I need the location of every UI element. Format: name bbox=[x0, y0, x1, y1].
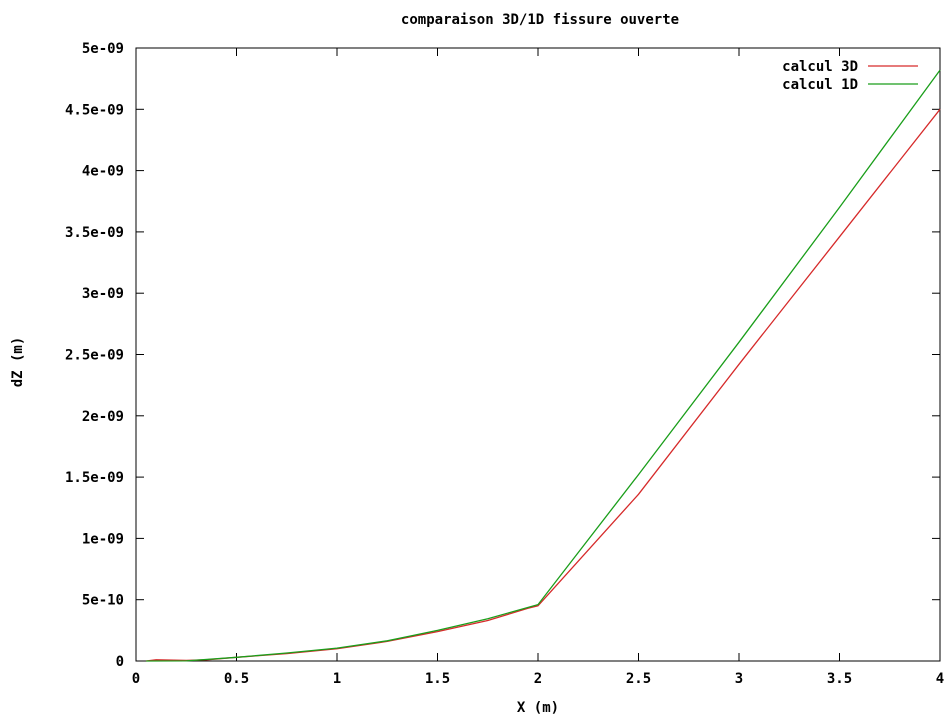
x-axis: 0 0.5 1 1.5 2 2.5 3 3.5 4 bbox=[132, 48, 944, 687]
legend: calcul 3D calcul 1D bbox=[782, 59, 918, 93]
x-tick-label: 4 bbox=[936, 671, 944, 687]
y-tick-label: 1e-09 bbox=[82, 531, 124, 547]
series-layer bbox=[146, 69, 941, 662]
legend-label: calcul 3D bbox=[782, 59, 858, 75]
y-axis-label: dZ (m) bbox=[10, 337, 26, 388]
series-line-1d bbox=[146, 69, 941, 662]
x-tick-label: 1.5 bbox=[425, 671, 450, 687]
y-tick-label: 4.5e-09 bbox=[65, 102, 124, 118]
x-tick-label: 0.5 bbox=[224, 671, 249, 687]
y-tick-label: 5e-10 bbox=[82, 593, 124, 609]
y-axis: 0 5e-10 1e-09 1.5e-09 2e-09 2.5e-09 3e-09 3.5e-… bbox=[65, 41, 940, 670]
y-tick-label: 5e-09 bbox=[82, 41, 124, 57]
plot-frame bbox=[135, 47, 941, 662]
y-tick-label: 3e-09 bbox=[82, 286, 124, 302]
x-tick-label: 2 bbox=[534, 671, 542, 687]
y-tick-label: 0 bbox=[116, 654, 124, 670]
y-tick-label: 2.5e-09 bbox=[65, 348, 124, 364]
y-tick-label: 3.5e-09 bbox=[65, 225, 124, 241]
x-tick-label: 0 bbox=[132, 671, 140, 687]
y-tick-label: 1.5e-09 bbox=[65, 470, 124, 486]
x-tick-label: 3 bbox=[735, 671, 743, 687]
y-tick-label: 2e-09 bbox=[82, 409, 124, 425]
series-line-3d bbox=[146, 108, 941, 662]
y-tick-label: 4e-09 bbox=[82, 164, 124, 180]
x-tick-label: 2.5 bbox=[626, 671, 651, 687]
x-tick-label: 3.5 bbox=[827, 671, 852, 687]
x-tick-label: 1 bbox=[333, 671, 341, 687]
x-axis-label: X (m) bbox=[517, 700, 559, 716]
legend-label: calcul 1D bbox=[782, 77, 858, 93]
chart-title: comparaison 3D/1D fissure ouverte bbox=[401, 12, 679, 28]
